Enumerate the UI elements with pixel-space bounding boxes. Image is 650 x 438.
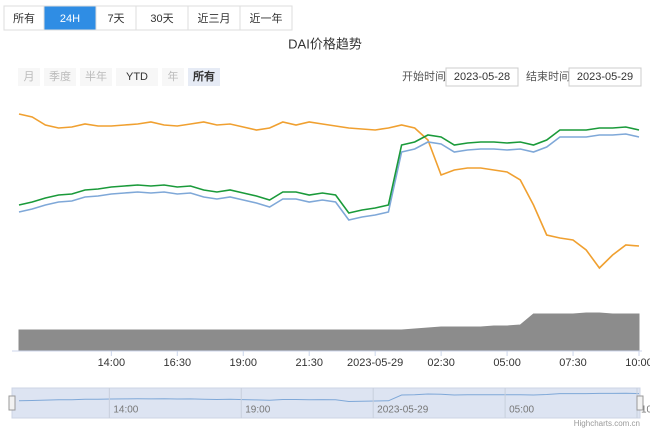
line bbox=[18, 126, 640, 214]
range-label[interactable]: YTD bbox=[126, 71, 148, 83]
line bbox=[18, 113, 640, 270]
tab-label[interactable]: 30天 bbox=[150, 13, 173, 25]
x-tick-label: 05:00 bbox=[493, 357, 521, 369]
line bbox=[18, 133, 640, 221]
tab-button[interactable] bbox=[3, 5, 45, 31]
navigator-handle[interactable] bbox=[636, 395, 644, 411]
range-label[interactable]: 所有 bbox=[193, 69, 215, 83]
start-label: 开始时间 bbox=[402, 69, 446, 83]
x-tick-label: 2023-05-29 bbox=[347, 357, 403, 369]
x-tick-label: 07:30 bbox=[559, 357, 587, 369]
end-value[interactable]: 2023-05-29 bbox=[577, 71, 633, 83]
navigator-label: 14:00 bbox=[113, 405, 138, 416]
area bbox=[18, 312, 640, 351]
range-button[interactable] bbox=[44, 68, 76, 86]
start-value[interactable]: 2023-05-28 bbox=[454, 71, 510, 83]
tab-button[interactable] bbox=[187, 5, 241, 31]
range-button[interactable] bbox=[18, 68, 40, 86]
navigator-label: 05:00 bbox=[509, 405, 534, 416]
tab-label[interactable]: 所有 bbox=[13, 11, 35, 25]
navigator-handle[interactable] bbox=[8, 395, 16, 411]
x-tick-label: 10:00 bbox=[625, 357, 650, 369]
x-tick-label: 14:00 bbox=[98, 357, 126, 369]
navigator-line bbox=[18, 392, 640, 403]
tab-label[interactable]: 7天 bbox=[107, 13, 124, 25]
tab-label[interactable]: 近一年 bbox=[250, 11, 283, 25]
end-input[interactable] bbox=[568, 67, 642, 87]
x-tick-label: 16:30 bbox=[164, 357, 192, 369]
chart-title: DAI价格趋势 bbox=[288, 36, 362, 51]
range-label[interactable]: 半年 bbox=[85, 69, 107, 83]
range-label[interactable]: 年 bbox=[168, 69, 179, 83]
tab-label[interactable]: 24H bbox=[60, 13, 80, 25]
x-tick-label: 21:30 bbox=[295, 357, 323, 369]
navigator-label: 19:00 bbox=[245, 405, 270, 416]
tab-label[interactable]: 近三月 bbox=[198, 12, 231, 25]
navigator-label: 10:00 bbox=[641, 405, 650, 416]
x-tick-label: 02:30 bbox=[427, 357, 455, 369]
x-tick-label: 19:00 bbox=[229, 357, 257, 369]
range-button[interactable] bbox=[188, 68, 220, 86]
start-input[interactable] bbox=[445, 67, 519, 87]
end-label: 结束时间 bbox=[526, 70, 570, 83]
range-label[interactable]: 季度 bbox=[49, 69, 71, 83]
range-button[interactable] bbox=[116, 68, 158, 86]
range-button[interactable] bbox=[80, 68, 112, 86]
range-label[interactable]: 月 bbox=[24, 71, 35, 83]
credits: Highcharts.com.cn bbox=[574, 419, 640, 428]
navigator-bg bbox=[11, 387, 641, 419]
tab-button[interactable] bbox=[239, 5, 293, 31]
tab-button[interactable] bbox=[135, 5, 189, 31]
range-button[interactable] bbox=[162, 68, 184, 86]
navigator-label: 2023-05-29 bbox=[377, 405, 429, 416]
